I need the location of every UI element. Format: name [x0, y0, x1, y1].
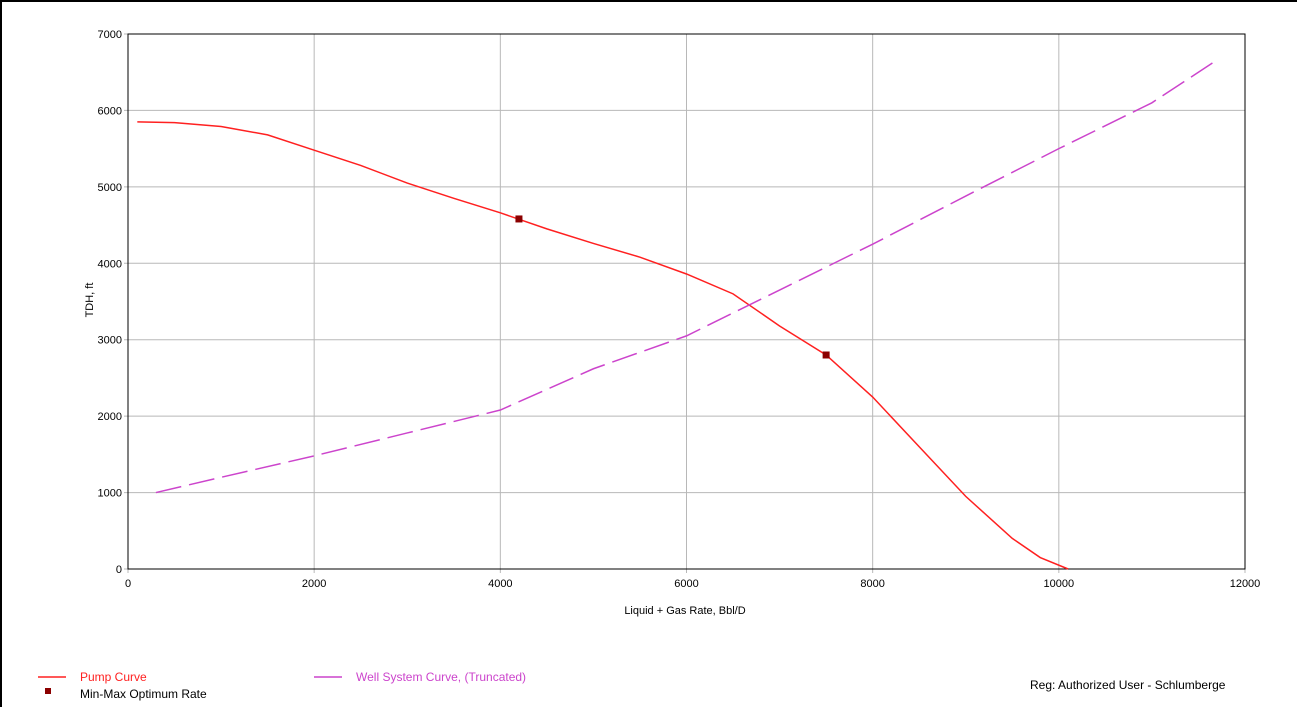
x-tick-labels: 0 2000 4000 6000 8000 10000 12000 [125, 578, 1260, 590]
y-tick-label: 4000 [98, 258, 122, 270]
series-group [137, 62, 1213, 570]
y-tick-labels: 0 1000 2000 3000 4000 5000 6000 7000 [98, 29, 122, 576]
y-tick-label: 1000 [98, 488, 122, 500]
y-tick-label: 0 [116, 564, 122, 576]
x-tick-label: 12000 [1230, 578, 1261, 590]
legend-pump-label: Pump Curve [80, 670, 147, 684]
y-tick-label: 3000 [98, 335, 122, 347]
optimum-rate-marker [822, 351, 830, 359]
x-tick-label: 6000 [674, 578, 698, 590]
y-tick-label: 5000 [98, 182, 122, 194]
plot-area [127, 33, 1246, 570]
x-tick-label: 0 [125, 578, 131, 590]
x-tick-label: 4000 [488, 578, 512, 590]
x-axis-title: Liquid + Gas Rate, Bbl/D [624, 605, 745, 617]
legend: Pump Curve Min-Max Optimum Rate Well Sys… [38, 670, 526, 701]
pump-curve-line [137, 121, 1069, 570]
legend-optimum-label: Min-Max Optimum Rate [80, 687, 207, 701]
grid-lines [124, 33, 1246, 573]
reg-footer-text: Reg: Authorized User - Schlumberge [1030, 678, 1226, 692]
x-tick-label: 2000 [302, 578, 326, 590]
legend-optimum-marker [45, 688, 51, 694]
y-tick-label: 7000 [98, 29, 122, 41]
y-axis-title: TDH, ft [84, 283, 96, 318]
legend-well-label: Well System Curve, (Truncated) [356, 670, 526, 684]
optimum-rate-marker [515, 215, 523, 223]
y-tick-label: 2000 [98, 411, 122, 423]
x-tick-label: 10000 [1044, 578, 1075, 590]
y-tick-label: 6000 [98, 105, 122, 117]
x-tick-label: 8000 [860, 578, 884, 590]
well-system-curve-line [155, 62, 1213, 494]
